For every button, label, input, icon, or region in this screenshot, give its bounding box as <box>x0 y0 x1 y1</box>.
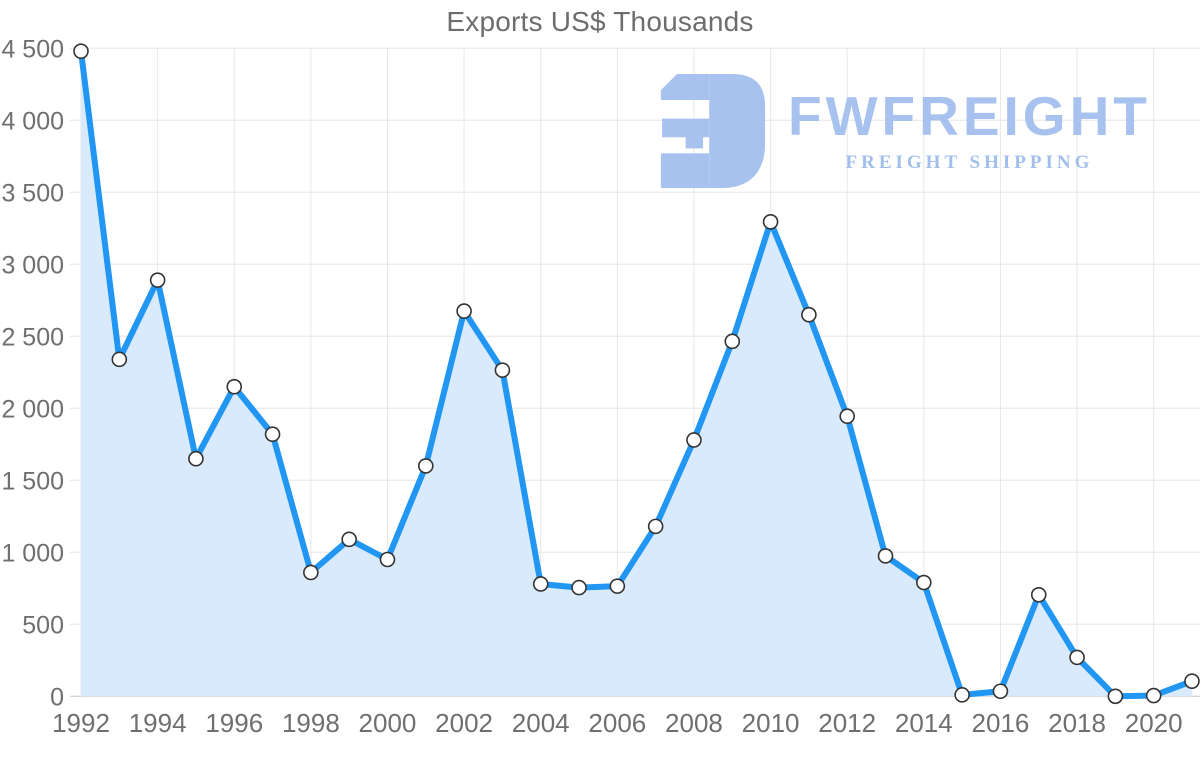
data-point-2018[interactable] <box>1069 649 1085 666</box>
data-point-2011[interactable] <box>801 306 817 323</box>
data-point-2008[interactable] <box>686 432 702 448</box>
data-point-2010[interactable] <box>762 214 779 230</box>
x-axis-label-2012: 2012 <box>818 708 876 738</box>
y-axis-label-3000: 3 000 <box>1 251 64 279</box>
y-axis-label-2000: 2 000 <box>1 395 64 423</box>
y-axis-label-3500: 3 500 <box>1 179 64 207</box>
data-point-1999[interactable] <box>341 531 357 548</box>
data-point-2004[interactable] <box>532 576 549 592</box>
data-point-1993[interactable] <box>111 351 128 368</box>
x-axis-label-1992: 1992 <box>52 708 110 738</box>
data-point-2005[interactable] <box>571 579 587 596</box>
data-point-2016[interactable] <box>992 683 1009 700</box>
data-point-1996[interactable] <box>226 378 243 395</box>
y-axis-label-1000: 1 000 <box>1 539 64 567</box>
data-point-1992[interactable] <box>73 43 89 59</box>
x-axis-label-1998: 1998 <box>282 708 340 738</box>
data-point-2017[interactable] <box>1030 586 1047 603</box>
y-axis-label-2500: 2 500 <box>1 323 64 351</box>
series-area-fill <box>81 51 1192 697</box>
x-axis-label-2018: 2018 <box>1048 708 1106 738</box>
x-axis-label-2004: 2004 <box>512 708 570 738</box>
x-axis-label-2014: 2014 <box>895 708 953 738</box>
x-axis-label-1994: 1994 <box>129 708 187 738</box>
data-point-2002[interactable] <box>456 303 472 319</box>
data-point-2006[interactable] <box>609 578 626 594</box>
x-axis-label-2010: 2010 <box>742 708 800 738</box>
x-axis-label-2000: 2000 <box>359 708 417 738</box>
data-point-2009[interactable] <box>724 333 741 350</box>
chart-title: Exports US$ Thousands <box>446 6 754 37</box>
series-line <box>78 48 1195 700</box>
data-point-2015[interactable] <box>954 687 970 703</box>
data-point-2014[interactable] <box>916 574 932 591</box>
data-point-2003[interactable] <box>494 362 511 378</box>
data-point-1997[interactable] <box>264 426 281 443</box>
data-point-2020[interactable] <box>1145 687 1162 704</box>
data-point-2000[interactable] <box>379 551 396 568</box>
x-axis-label-2002: 2002 <box>435 708 493 738</box>
data-point-2001[interactable] <box>417 458 434 474</box>
y-axis-label-0: 0 <box>50 683 64 711</box>
x-axis-label-2006: 2006 <box>588 708 646 738</box>
y-axis-label-1500: 1 500 <box>1 467 64 495</box>
data-point-2019[interactable] <box>1107 688 1124 705</box>
data-point-2012[interactable] <box>839 408 856 425</box>
x-axis-label-2008: 2008 <box>665 708 723 738</box>
data-point-2021[interactable] <box>1184 673 1200 689</box>
data-point-1994[interactable] <box>149 272 166 288</box>
x-axis-label-2020: 2020 <box>1125 708 1183 738</box>
y-axis-label-500: 500 <box>22 611 64 639</box>
y-axis-label-4000: 4 000 <box>1 107 64 135</box>
x-axis-label-2016: 2016 <box>972 708 1030 738</box>
x-axis-label-1996: 1996 <box>205 708 263 738</box>
y-axis-label-4500: 4 500 <box>1 35 64 63</box>
data-point-2007[interactable] <box>647 518 664 535</box>
data-point-1998[interactable] <box>303 564 319 581</box>
data-point-2013[interactable] <box>877 548 894 564</box>
data-point-1995[interactable] <box>188 450 204 467</box>
